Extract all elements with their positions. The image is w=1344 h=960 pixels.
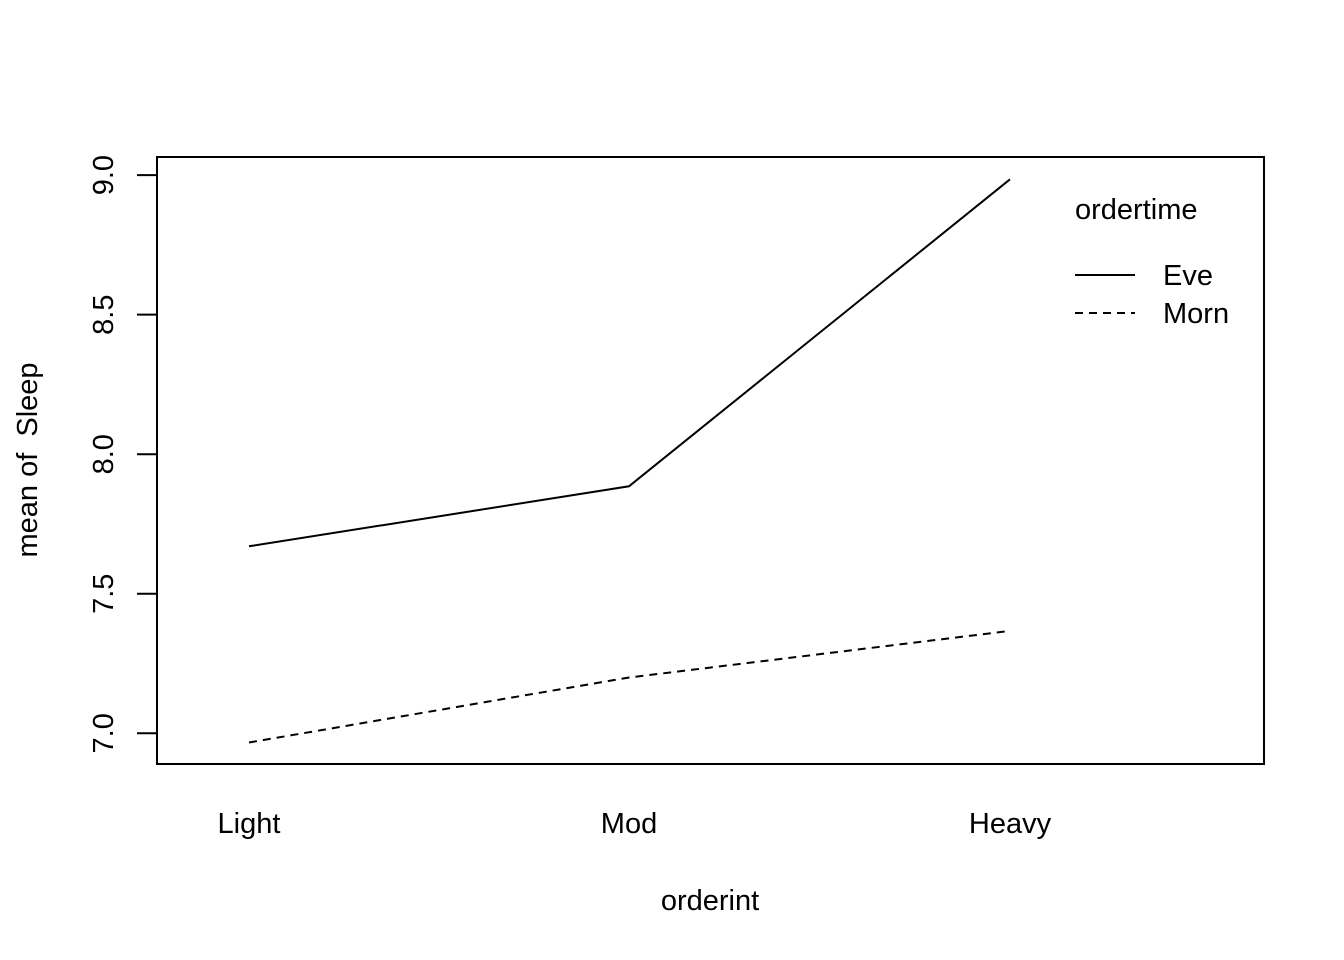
series-line-morn (248, 629, 1011, 744)
x-axis-labels: Light Mod Heavy (218, 808, 1052, 840)
y-tick-label: 8.0 (88, 434, 120, 474)
x-tick-label: Heavy (969, 808, 1052, 840)
x-tick-label: Light (218, 808, 281, 840)
legend-label-morn: Morn (1163, 298, 1229, 330)
y-tick-label: 8.5 (88, 295, 120, 335)
legend-label-eve: Eve (1163, 260, 1213, 292)
legend-title: ordertime (1075, 194, 1198, 226)
series-lines (248, 178, 1011, 744)
y-axis-title: mean of Sleep (12, 362, 44, 557)
plot-frame (156, 156, 1265, 765)
y-axis: 7.0 7.5 8.0 8.5 9.0 (88, 155, 158, 753)
x-axis-title: orderint (661, 885, 759, 917)
y-tick-label: 7.0 (88, 713, 120, 753)
legend: ordertime Eve Morn (1075, 194, 1229, 330)
y-tick-label: 9.0 (88, 155, 120, 195)
y-tick-label: 7.5 (88, 574, 120, 614)
x-tick-label: Mod (601, 808, 657, 840)
series-line-eve (248, 178, 1011, 548)
